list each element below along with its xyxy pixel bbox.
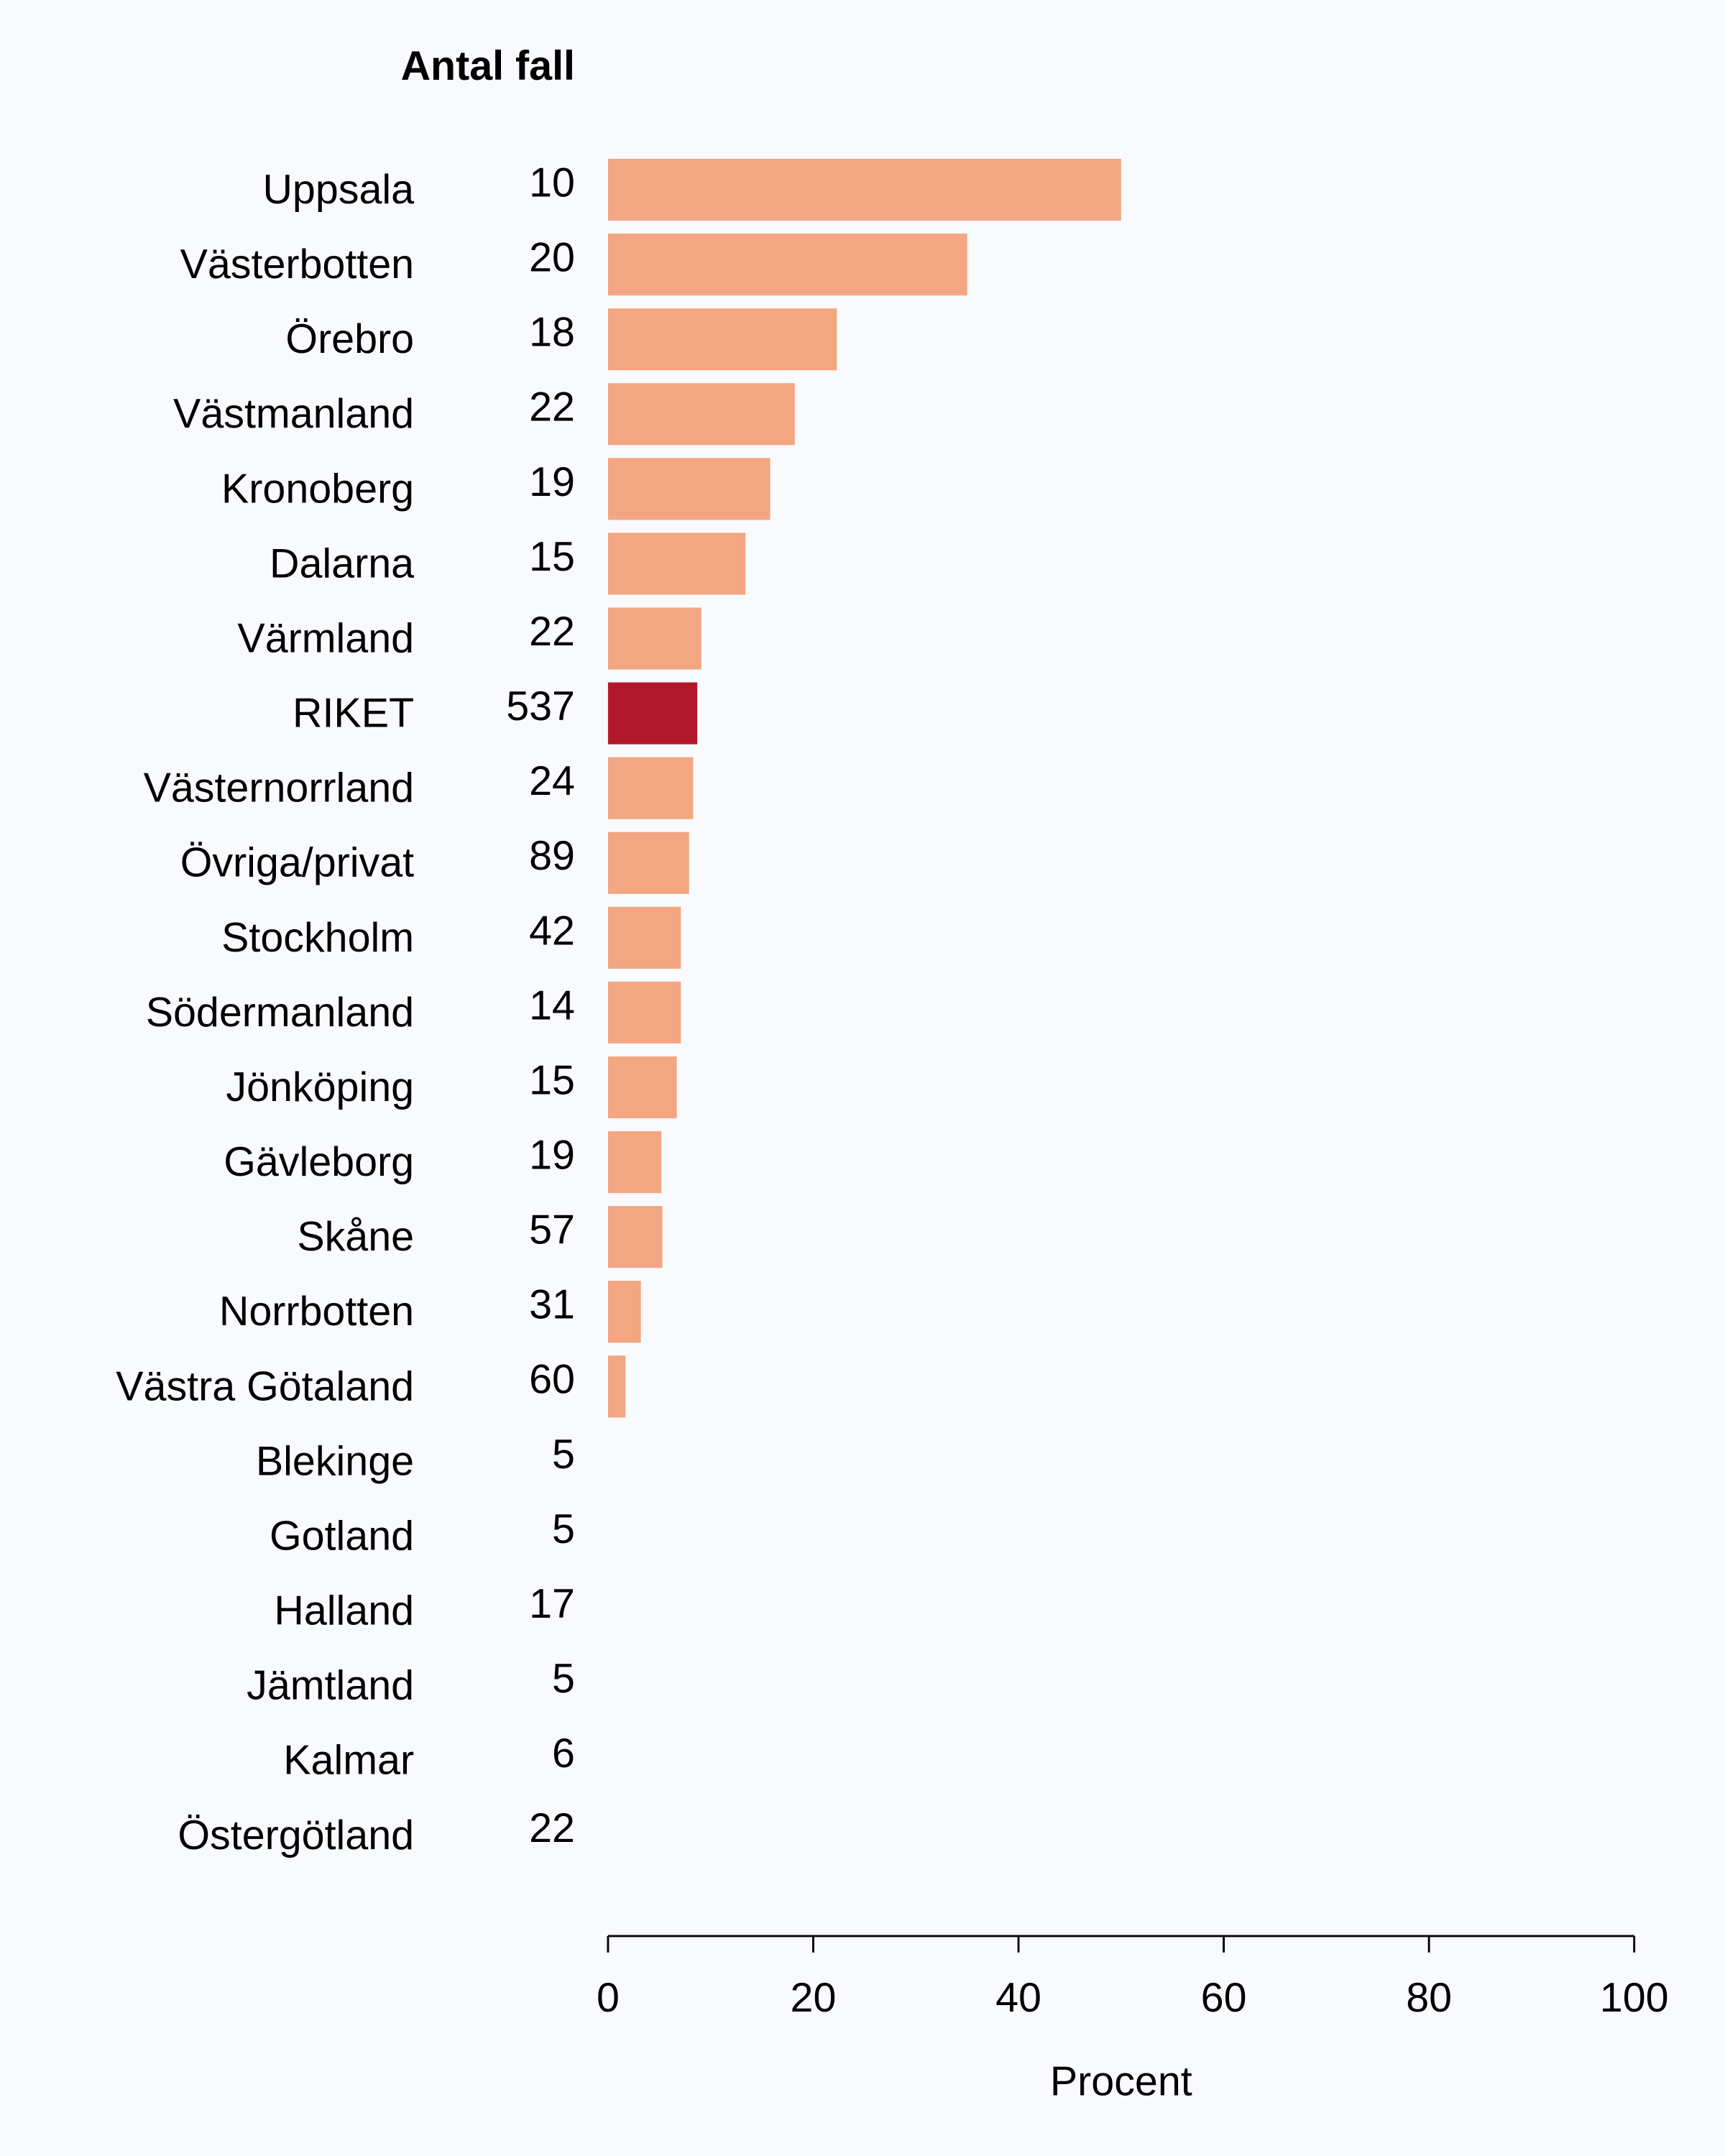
category-label: Övriga/privat [180,840,414,886]
category-label: Västernorrland [144,765,414,811]
category-label: Gävleborg [224,1139,414,1185]
category-label: RIKET [293,691,414,737]
counts-title: Antal fall [401,43,575,89]
bar [607,682,698,745]
bar [607,831,689,894]
count-label: 19 [529,459,575,505]
category-label: Stockholm [221,915,414,961]
count-label: 18 [529,310,575,356]
count-label: 57 [529,1207,575,1253]
count-label: 14 [529,982,575,1028]
count-label: 5 [552,1506,575,1552]
bar [607,533,746,595]
count-label: 15 [529,534,575,580]
category-label: Södermanland [146,990,414,1036]
count-label: 60 [529,1357,575,1403]
bar [607,308,837,371]
category-label: Östergötland [178,1812,414,1858]
count-label: 19 [529,1133,575,1179]
category-label: Gotland [270,1513,414,1559]
bar [607,1355,626,1418]
x-tick-label: 100 [1600,1975,1669,2021]
category-label: Kalmar [283,1738,414,1784]
count-label: 537 [506,683,575,729]
count-label: 20 [529,235,575,281]
x-axis-label: Procent [1050,2059,1192,2105]
category-label: Västerbotten [180,241,414,287]
category-label: Jämtland [247,1663,414,1709]
bar [607,607,702,670]
x-tick-label: 0 [597,1975,620,2021]
category-label: Jönköping [226,1064,414,1110]
bar [607,981,681,1044]
category-label: Örebro [285,316,414,362]
count-label: 31 [529,1282,575,1328]
count-label: 22 [529,384,575,430]
category-label: Västmanland [173,391,414,437]
count-label: 89 [529,833,575,879]
count-label: 5 [552,1432,575,1478]
bar [607,234,967,296]
x-tick-label: 20 [791,1975,837,2021]
count-label: 22 [529,1805,575,1851]
bar [607,383,795,446]
x-tick-label: 40 [995,1975,1041,2021]
category-label: Norrbotten [219,1289,414,1335]
bar [607,1206,663,1268]
bar [607,757,694,819]
count-label: 24 [529,758,575,804]
count-label: 10 [529,160,575,206]
bar [607,1131,662,1194]
count-label: 22 [529,609,575,655]
bar [607,1281,641,1343]
category-label: Blekinge [256,1438,414,1484]
category-label: Kronoberg [221,466,414,512]
category-label: Värmland [237,616,414,662]
bar [607,458,770,520]
count-label: 6 [552,1731,575,1777]
count-label: 42 [529,908,575,954]
category-label: Halland [274,1588,414,1634]
count-label: 15 [529,1057,575,1103]
category-label: Uppsala [262,167,414,213]
category-label: Dalarna [270,540,414,586]
category-label: Skåne [297,1214,414,1260]
count-label: 5 [552,1656,575,1702]
x-tick-label: 60 [1201,1975,1247,2021]
x-tick-label: 80 [1406,1975,1452,2021]
bar [607,158,1121,221]
bar [607,1056,677,1119]
bar [607,906,681,969]
count-label: 17 [529,1581,575,1627]
category-label: Västra Götaland [116,1363,414,1409]
